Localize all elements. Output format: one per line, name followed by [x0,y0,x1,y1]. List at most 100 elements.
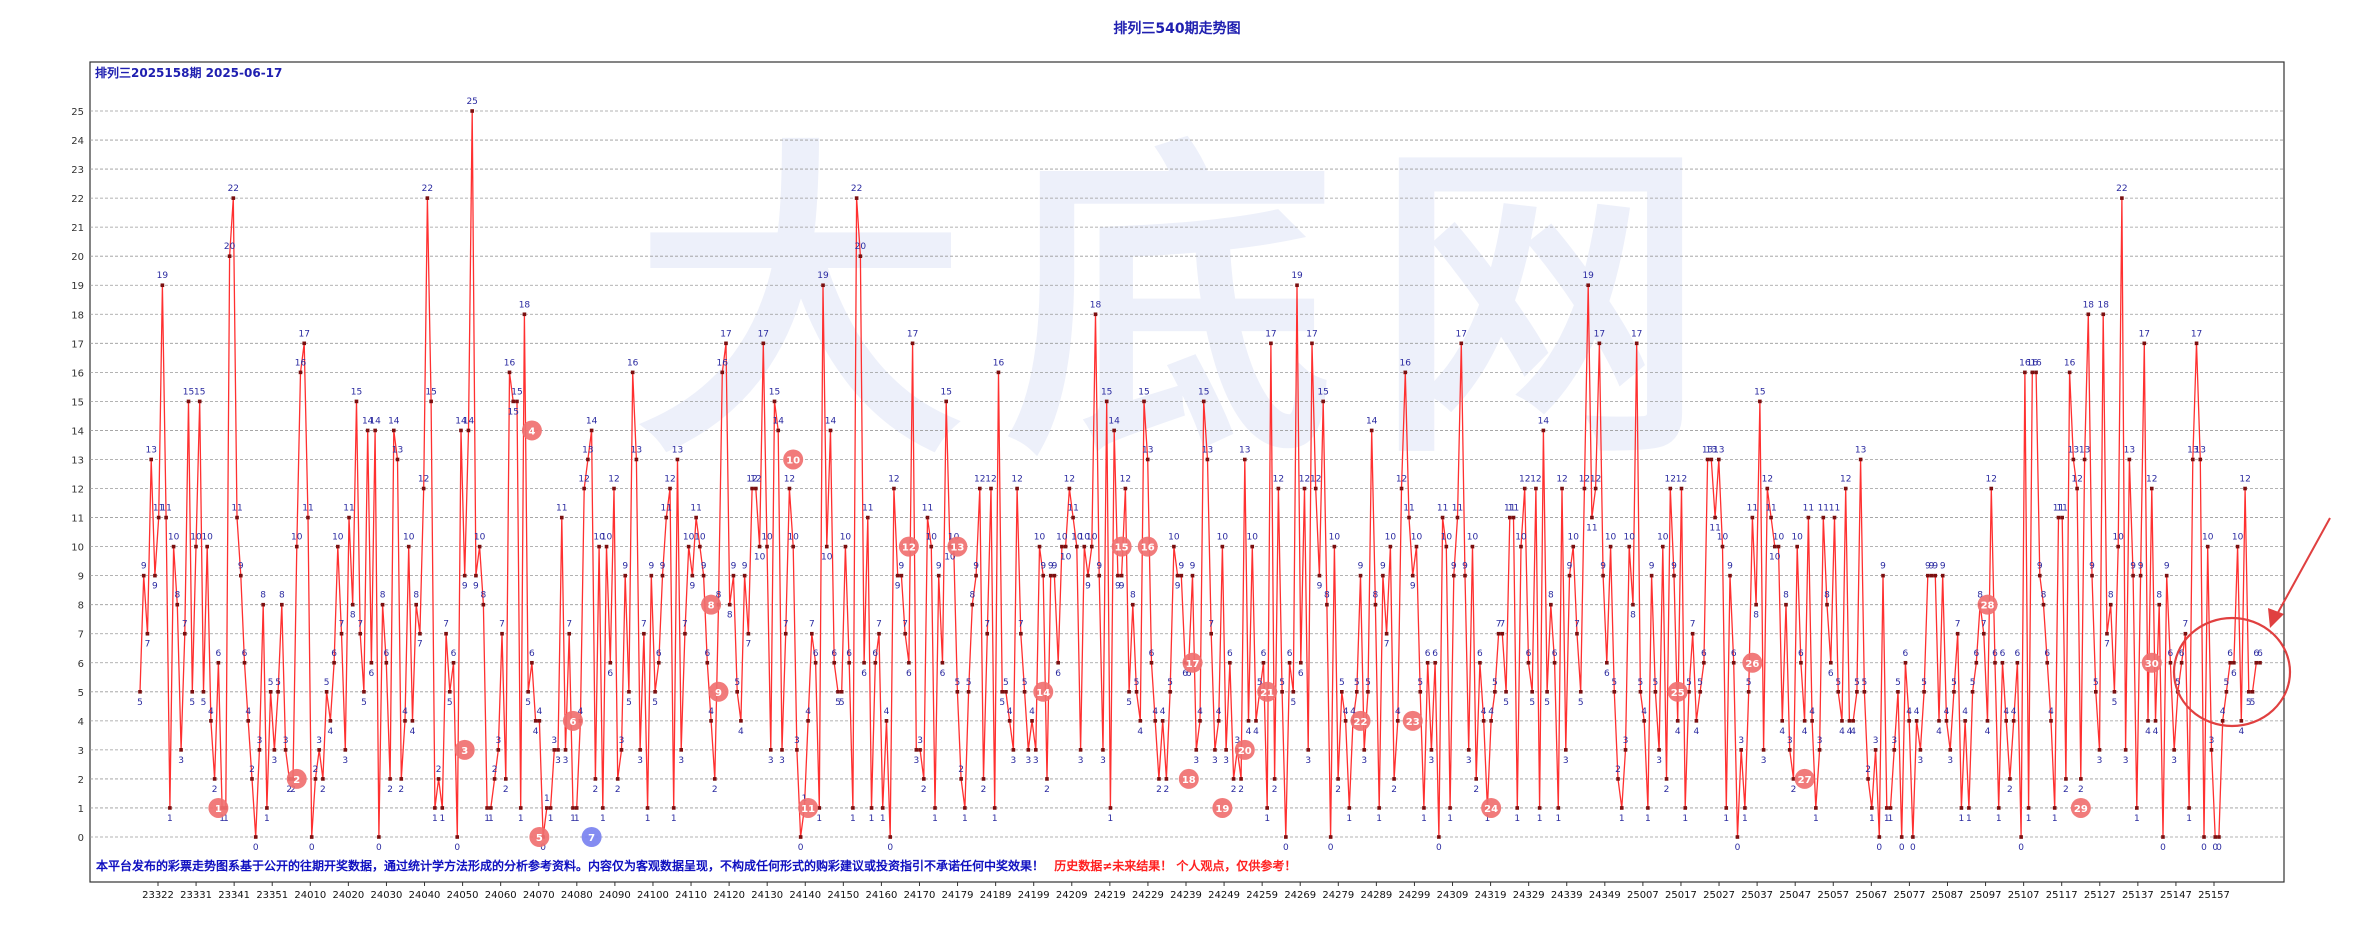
event-marker [2070,797,2091,818]
data-point [1060,544,1064,549]
data-point [1041,573,1046,578]
data-point [1093,312,1098,317]
data-label: 11 [556,504,567,514]
data-point [836,690,840,694]
data-label: 10 [683,533,695,543]
data-label: 5 [1134,678,1140,688]
data-point [1851,719,1855,723]
data-label: 5 [275,678,281,688]
data-label: 2 [1231,785,1237,795]
data-label: 13 [1142,445,1153,455]
data-label: 2 [249,765,255,775]
data-label: 4 [1350,707,1356,717]
data-point [1590,515,1594,520]
data-label: 7 [1499,620,1505,630]
data-point [1127,690,1131,694]
data-point [205,544,209,549]
data-label: 3 [1305,756,1311,766]
data-label: 1 [671,814,677,824]
data-point [1948,748,1953,752]
data-point [388,777,392,781]
event-marker-label: 3 [461,746,468,757]
data-point [985,631,990,636]
event-marker [1481,797,1502,818]
data-label: 4 [2003,707,2009,717]
data-point [343,748,348,752]
data-label: 0 [309,843,315,853]
data-label: 9 [1451,562,1457,572]
data-label: 1 [2134,814,2140,824]
data-point [1616,777,1620,781]
data-label: 9 [1925,562,1931,572]
data-label: 0 [2201,843,2207,853]
data-label: 4 [1809,707,1815,717]
data-label: 10 [403,533,415,543]
data-point [1104,399,1109,404]
data-label: 1 [1514,814,1520,824]
data-label: 6 [2253,649,2259,659]
data-point [2168,660,2173,665]
data-label: 4 [1246,727,1252,737]
data-label: 4 [1216,707,1222,717]
data-point [280,602,284,607]
event-marker [1182,652,1203,673]
data-label: 3 [2209,736,2215,746]
data-label: 3 [2171,756,2177,766]
data-point [309,835,314,839]
data-label: 4 [533,727,539,737]
data-point [922,777,926,781]
data-label: 10 [2202,533,2214,543]
x-tick-label: 24100 [637,890,669,901]
data-label: 14 [586,416,598,426]
data-label: 6 [1604,669,1610,679]
data-label: 10 [1168,533,1180,543]
data-label: 1 [264,814,270,824]
data-point [1967,806,1971,810]
data-label: 15 [511,387,522,397]
data-point [235,515,239,520]
x-tick-label: 24030 [371,890,403,901]
data-label: 4 [1007,707,1013,717]
data-label: 1 [1996,814,2002,824]
data-point [2217,835,2221,839]
event-marker [286,768,307,789]
data-point [481,602,486,607]
data-label: 2 [2078,785,2084,795]
data-label: 3 [619,736,625,746]
data-point [242,660,247,665]
data-point [1030,719,1034,723]
data-point [1537,806,1542,810]
data-label: 4 [1985,727,1991,737]
data-point [1011,748,1016,752]
data-label: 7 [682,620,688,630]
data-point [2254,660,2259,665]
data-point [664,515,669,520]
data-point [1922,690,1926,694]
data-point [485,806,489,810]
data-point [634,457,639,462]
event-marker-label: 13 [950,543,964,554]
data-point [1653,690,1658,694]
data-label: 9 [1040,562,1046,572]
data-point [1940,573,1945,578]
data-point [1877,835,1882,839]
event-marker-label: 26 [1745,659,1759,670]
data-point [1899,835,1904,839]
event-marker [1350,710,1371,731]
data-point [2228,660,2232,665]
event-marker-label: 8 [708,601,715,612]
event-marker [1212,797,1233,818]
data-point [1291,690,1296,694]
data-label: 11 [302,504,313,514]
data-point [179,748,183,752]
data-point [138,690,142,694]
data-point [1567,573,1572,578]
data-label: 1 [2026,814,2032,824]
data-label: 13 [2079,445,2090,455]
data-label: 10 [1411,533,1423,543]
x-tick-label: 24060 [485,890,517,901]
data-point [1787,748,1792,752]
data-point [2041,602,2046,607]
data-label: 9 [648,562,654,572]
data-point [2239,719,2244,723]
